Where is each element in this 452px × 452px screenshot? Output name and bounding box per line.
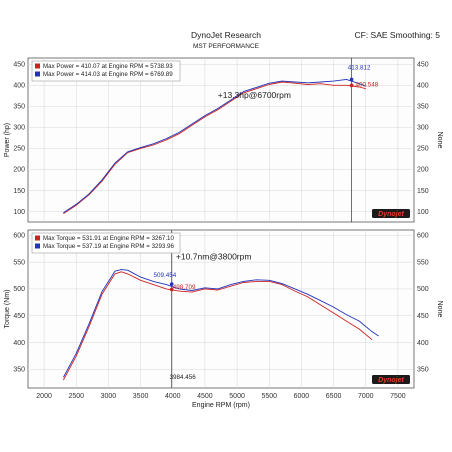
y-tick-label-right: 600 bbox=[417, 233, 429, 240]
chart-panel-1: 350 350 400 400 450 450 500 500 550 550 600 600 2000… bbox=[4, 229, 443, 409]
dynojet-logo bbox=[372, 375, 410, 384]
y-tick-label-right: 450 bbox=[417, 62, 429, 69]
y-tick-label-right: 250 bbox=[417, 146, 429, 153]
legend-swatch bbox=[35, 235, 40, 241]
series-line-0 bbox=[63, 81, 366, 214]
legend-box bbox=[31, 232, 181, 254]
x-tick-label: 6000 bbox=[294, 393, 310, 400]
x-axis-label: Engine RPM (rpm) bbox=[192, 402, 250, 409]
y-tick-label-right: 400 bbox=[417, 340, 429, 347]
legend-box bbox=[31, 60, 181, 82]
gain-annotation: +13.3hp@6700rpm bbox=[218, 90, 291, 100]
dynojet-logo-text: Dynojet bbox=[378, 377, 404, 384]
y-tick-label-right: 450 bbox=[417, 313, 429, 320]
y-axis-label-right: None bbox=[436, 301, 443, 318]
gain-annotation: +10.7nm@3800rpm bbox=[176, 251, 252, 261]
y-tick-label: 550 bbox=[13, 259, 25, 266]
cursor-point bbox=[169, 287, 174, 292]
value-annotation: 3984.456 bbox=[170, 374, 197, 381]
dynojet-logo bbox=[372, 209, 410, 218]
value-annotation: 498.709 bbox=[173, 284, 196, 291]
x-tick-label: 3500 bbox=[133, 393, 149, 400]
y-tick-label-right: 300 bbox=[417, 125, 429, 132]
y-tick-label-right: 100 bbox=[417, 209, 429, 216]
y-tick-label: 100 bbox=[13, 209, 25, 216]
series-line-0 bbox=[63, 271, 373, 381]
chart-panel-0: 100 100 150 150 200 200 250 250 300 300 350 350 400 4… bbox=[4, 57, 443, 223]
x-tick-label: 5500 bbox=[261, 393, 277, 400]
legend-swatch bbox=[35, 71, 40, 77]
x-tick-label: 4500 bbox=[197, 393, 213, 400]
y-axis-label: Power (hp) bbox=[4, 123, 11, 157]
legend-entry: Max Torque = 537.19 at Engine RPM = 3293… bbox=[43, 243, 175, 250]
y-tick-label-right: 350 bbox=[417, 367, 429, 374]
y-tick-label-right: 200 bbox=[417, 167, 429, 174]
y-tick-label: 300 bbox=[13, 125, 25, 132]
chart-header-subtitle: MST PERFORMANCE bbox=[193, 43, 260, 50]
legend-entry: Max Torque = 531.91 at Engine RPM = 3267… bbox=[43, 235, 175, 242]
y-axis-label: Torque (Nm) bbox=[4, 290, 11, 329]
legend-swatch bbox=[35, 63, 40, 69]
y-axis-label-right: None bbox=[436, 132, 443, 149]
value-annotation: 413.812 bbox=[348, 64, 371, 71]
y-tick-label-right: 500 bbox=[417, 286, 429, 293]
series-line-1 bbox=[63, 78, 366, 214]
x-tick-label: 6500 bbox=[326, 393, 342, 400]
chart-header-correction: CF: SAE Smoothing: 5 bbox=[354, 30, 440, 40]
y-tick-label-right: 150 bbox=[417, 188, 429, 195]
plot-area bbox=[27, 229, 415, 389]
legend-swatch bbox=[35, 243, 40, 249]
x-tick-label: 5000 bbox=[229, 393, 245, 400]
y-tick-label: 200 bbox=[13, 167, 25, 174]
cursor-point bbox=[349, 83, 354, 88]
y-tick-label: 450 bbox=[13, 313, 25, 320]
y-tick-label: 400 bbox=[13, 340, 25, 347]
x-tick-label: 2500 bbox=[68, 393, 84, 400]
y-tick-label-right: 350 bbox=[417, 104, 429, 111]
x-tick-label: 2000 bbox=[36, 393, 52, 400]
x-tick-label: 7500 bbox=[390, 393, 406, 400]
y-tick-label: 250 bbox=[13, 146, 25, 153]
cursor-point bbox=[169, 282, 174, 286]
x-tick-label: 3000 bbox=[101, 393, 117, 400]
y-tick-label: 350 bbox=[13, 104, 25, 111]
x-tick-label: 7000 bbox=[358, 393, 374, 400]
y-tick-label: 400 bbox=[13, 83, 25, 90]
y-tick-label: 450 bbox=[13, 62, 25, 69]
y-tick-label: 350 bbox=[13, 367, 25, 374]
y-tick-label-right: 400 bbox=[417, 83, 429, 90]
value-annotation: 400.548 bbox=[355, 82, 378, 89]
x-tick-label: 4000 bbox=[165, 393, 181, 400]
series-line-1 bbox=[63, 269, 379, 378]
chart-header-title: DynoJet Research bbox=[191, 30, 261, 40]
legend-entry: Max Power = 414.03 at Engine RPM = 6769.… bbox=[43, 71, 173, 78]
y-tick-label: 500 bbox=[13, 286, 25, 293]
y-tick-label: 600 bbox=[13, 233, 25, 240]
dynojet-logo-text: Dynojet bbox=[378, 211, 404, 218]
cursor-point bbox=[349, 77, 354, 82]
y-tick-label-right: 550 bbox=[417, 259, 429, 266]
legend-entry: Max Power = 410.07 at Engine RPM = 5738.… bbox=[43, 63, 173, 70]
value-annotation: 509.454 bbox=[153, 272, 176, 279]
y-tick-label: 150 bbox=[13, 188, 25, 195]
